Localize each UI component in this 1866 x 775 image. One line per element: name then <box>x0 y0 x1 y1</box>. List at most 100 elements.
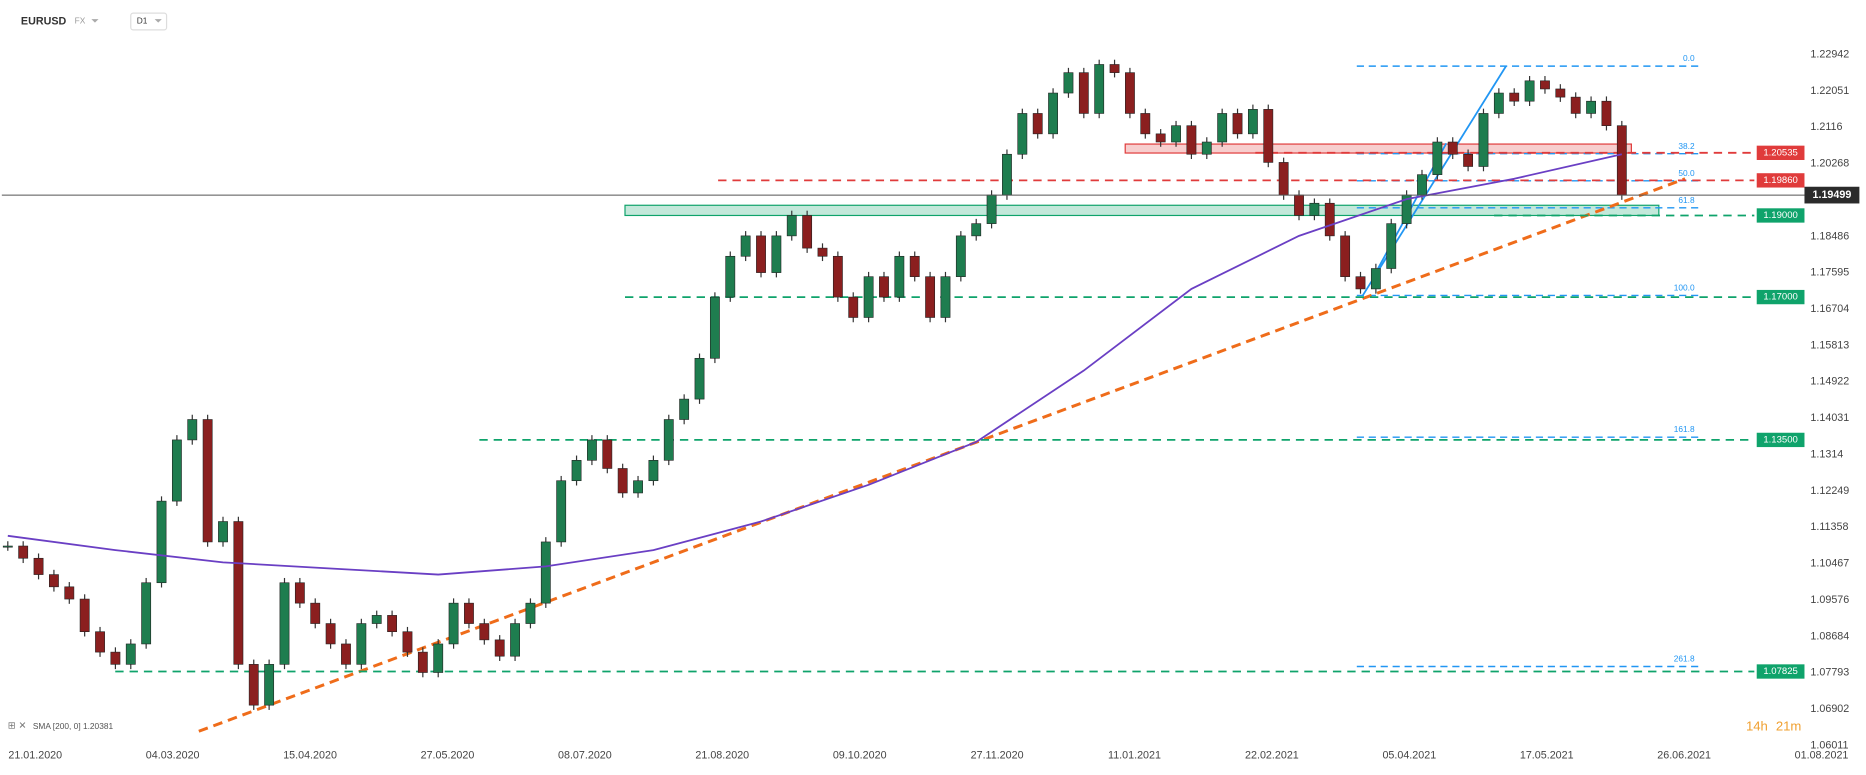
y-tick-label: 1.1314 <box>1810 448 1843 460</box>
candle <box>79 598 90 633</box>
candle <box>1078 72 1089 114</box>
timer-hours: 14h <box>1746 718 1768 733</box>
candle <box>771 235 782 273</box>
candle <box>556 480 567 543</box>
candle <box>1586 100 1596 114</box>
current-price-box <box>1804 186 1860 204</box>
indicator-icons[interactable]: ⊞ ✕ <box>8 720 27 731</box>
candle <box>1032 113 1043 135</box>
candle <box>1017 113 1028 155</box>
x-tick-label: 05.04.2021 <box>1382 750 1436 762</box>
interval[interactable]: D1 <box>137 16 148 26</box>
candle <box>1340 235 1351 277</box>
candle <box>64 586 75 600</box>
zone <box>1124 143 1632 154</box>
candle <box>2 545 13 548</box>
candle <box>1094 64 1105 114</box>
candle <box>879 276 889 298</box>
dropdown-icon[interactable] <box>154 19 162 23</box>
candle <box>1171 125 1181 143</box>
y-tick-label: 1.22051 <box>1810 85 1849 97</box>
y-tick-label: 1.14922 <box>1810 376 1849 388</box>
candle <box>33 557 44 575</box>
candle <box>1570 96 1581 114</box>
candle <box>602 439 613 469</box>
level-label: 1.20535 <box>1763 147 1798 158</box>
y-tick-label: 1.2116 <box>1810 121 1842 133</box>
x-tick-label: 22.02.2021 <box>1245 750 1299 762</box>
level-box <box>1756 432 1805 448</box>
candle <box>1463 153 1474 167</box>
candle <box>1186 125 1197 155</box>
dropdown-icon[interactable] <box>91 19 99 23</box>
candle <box>310 602 321 624</box>
zone <box>624 204 1660 217</box>
timer-minutes: 21m <box>1776 718 1802 733</box>
candle <box>1355 276 1366 290</box>
candle <box>402 631 413 653</box>
candle <box>955 235 966 277</box>
candle <box>1247 109 1258 135</box>
candle <box>187 419 198 441</box>
fib-label: 261.8 <box>1674 654 1695 664</box>
candle <box>218 521 228 543</box>
x-tick-label: 09.10.2020 <box>833 750 887 762</box>
level-label: 1.07825 <box>1763 666 1798 677</box>
current-price-label: 1.19499 <box>1813 189 1852 201</box>
candle <box>156 500 167 584</box>
candle <box>294 582 305 604</box>
candle <box>325 623 336 645</box>
candle <box>125 643 136 665</box>
candle <box>95 631 105 653</box>
level-label: 1.17000 <box>1763 292 1798 303</box>
candle <box>18 545 29 559</box>
y-tick-label: 1.10467 <box>1810 558 1849 570</box>
y-tick-label: 1.15813 <box>1810 339 1849 351</box>
candle <box>141 582 152 645</box>
candle <box>648 460 659 482</box>
interval-box[interactable] <box>130 12 168 31</box>
candle <box>1601 100 1612 126</box>
candle <box>1002 153 1012 196</box>
candle <box>1417 174 1427 196</box>
candle <box>1217 113 1228 143</box>
candle <box>1140 113 1151 135</box>
candle <box>694 357 705 400</box>
level-label: 1.19860 <box>1763 175 1798 186</box>
candle <box>1524 80 1535 102</box>
candle <box>387 615 398 633</box>
candle <box>1324 202 1335 237</box>
candle <box>832 255 843 298</box>
candle <box>525 602 536 624</box>
symbol[interactable]: EURUSD <box>21 15 67 27</box>
level-label: 1.19000 <box>1763 210 1798 221</box>
candle <box>786 215 797 237</box>
fib-label: 50.0 <box>1678 168 1695 178</box>
candle <box>1509 92 1520 102</box>
level-box <box>1756 173 1805 188</box>
candle <box>725 255 736 298</box>
candle <box>1478 113 1489 167</box>
y-tick-label: 1.06011 <box>1810 739 1848 751</box>
y-tick-label: 1.22942 <box>1810 48 1849 60</box>
candle <box>925 276 936 318</box>
fib-label: 100.0 <box>1674 282 1695 292</box>
candle <box>1263 109 1274 163</box>
candle <box>464 602 474 624</box>
y-tick-label: 1.12249 <box>1810 485 1849 497</box>
candle <box>510 623 520 657</box>
candle <box>1155 133 1166 143</box>
level-box <box>1756 208 1805 223</box>
candle <box>1540 80 1550 90</box>
sma-line <box>7 153 1623 576</box>
candle <box>709 296 720 359</box>
x-tick-label: 21.08.2020 <box>695 750 749 762</box>
x-tick-label: 21.01.2020 <box>8 750 62 762</box>
y-tick-label: 1.16704 <box>1810 303 1849 315</box>
candle <box>356 623 367 665</box>
y-tick-label: 1.09576 <box>1810 594 1849 606</box>
candle <box>1109 64 1120 73</box>
candle <box>1294 194 1304 216</box>
y-tick-label: 1.14031 <box>1810 412 1849 424</box>
